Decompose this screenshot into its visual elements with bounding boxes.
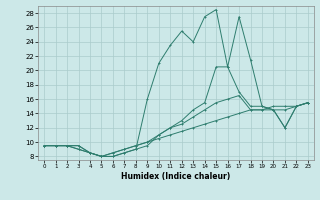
X-axis label: Humidex (Indice chaleur): Humidex (Indice chaleur) bbox=[121, 172, 231, 181]
